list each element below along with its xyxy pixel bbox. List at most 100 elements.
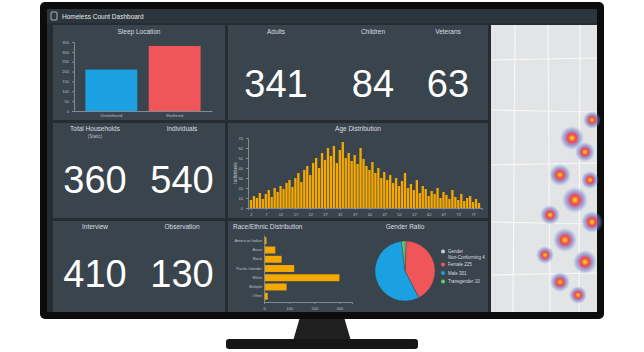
bar <box>303 170 305 208</box>
bar <box>264 247 275 254</box>
bar <box>351 161 353 208</box>
bar <box>380 178 382 208</box>
bar <box>264 284 287 291</box>
bar <box>276 192 278 208</box>
monitor-bezel <box>40 2 604 319</box>
legend-label: GenderNon-Conforming 4 <box>448 249 485 260</box>
tick-mark <box>355 208 356 210</box>
bar <box>374 173 376 208</box>
legend-label: Male 301 <box>448 271 467 276</box>
tick-label: Multiple <box>249 285 262 289</box>
bar <box>315 158 317 208</box>
tick-label: Sheltered <box>166 113 183 118</box>
bar <box>469 196 471 208</box>
bar <box>342 142 344 208</box>
slice <box>402 241 405 271</box>
indicator-label: Individuals <box>167 125 198 132</box>
tick-label: 7 <box>265 212 268 217</box>
bar <box>383 172 385 208</box>
tick-mark <box>310 208 311 210</box>
indicator-value: 540 <box>150 159 213 201</box>
tick-label: 27 <box>323 212 328 217</box>
bar <box>395 178 397 208</box>
tick: Other <box>253 294 265 298</box>
tick-mark <box>473 208 474 210</box>
header-icon <box>51 12 57 20</box>
bar <box>362 159 364 208</box>
tick: 100 <box>286 302 293 311</box>
bar <box>285 183 287 208</box>
axis-line <box>75 111 213 112</box>
legend: GenderNon-Conforming 4Female 225Male 301… <box>441 249 485 284</box>
heat-spot <box>581 171 599 189</box>
tick: 27 <box>323 208 328 217</box>
tick-label: 17 <box>294 212 299 217</box>
bar <box>327 148 329 208</box>
tick-label: 200 <box>311 306 318 311</box>
panel <box>228 123 488 218</box>
map-road <box>548 25 550 312</box>
tick-label: 50 <box>65 99 70 104</box>
bar <box>353 155 355 208</box>
tick: Asian <box>253 248 265 252</box>
bar <box>268 190 270 208</box>
tick: 17 <box>294 208 299 217</box>
indicator-note: (Static) <box>88 134 103 139</box>
tick: Unsheltered <box>101 111 123 118</box>
tick: 32 <box>338 208 343 217</box>
bar <box>428 196 430 208</box>
tick-label: 37 <box>353 212 358 217</box>
legend-label: Transgender 10 <box>448 279 480 284</box>
tick: Sheltered <box>166 111 183 118</box>
tick: 250 <box>62 59 74 64</box>
bar <box>262 199 264 208</box>
panel <box>228 25 488 120</box>
bar <box>386 180 388 208</box>
bar <box>377 168 379 208</box>
tick: 0 <box>241 206 248 211</box>
tick-label: 100 <box>62 89 69 94</box>
tick-label: 52 <box>397 212 402 217</box>
bars <box>250 142 480 208</box>
bar <box>259 193 261 208</box>
tick-label: 0 <box>241 206 244 211</box>
map-background <box>491 25 597 312</box>
tick-mark <box>72 52 74 53</box>
tick-mark <box>246 178 248 179</box>
bar <box>371 162 373 208</box>
bar <box>318 168 320 208</box>
tick-mark <box>72 42 74 43</box>
tick-label: 57 <box>412 212 417 217</box>
bar <box>306 166 308 208</box>
axis: 050100150200250300350 <box>62 40 74 114</box>
tick: 12 <box>279 208 284 217</box>
tick: 20 <box>239 186 248 191</box>
tick: 300 <box>62 50 74 55</box>
axis-title: Individuals <box>233 162 238 184</box>
tick-mark <box>314 302 315 304</box>
tick: 100 <box>62 89 74 94</box>
tick-mark <box>339 302 340 304</box>
tick-mark <box>289 302 290 304</box>
monitor-neck <box>293 317 351 341</box>
slice <box>375 241 419 301</box>
tick-label: 300 <box>62 50 69 55</box>
bar <box>430 191 432 208</box>
tick-mark <box>72 62 74 63</box>
bar <box>85 70 137 111</box>
heat-spot <box>550 272 570 292</box>
bars <box>85 46 200 111</box>
header-bar <box>47 9 597 23</box>
indicator-value: 130 <box>150 253 213 295</box>
tick-mark <box>399 208 400 210</box>
tick: 50 <box>65 99 74 104</box>
tick-mark <box>246 208 248 209</box>
panel <box>53 123 225 218</box>
indicator-value: 360 <box>63 159 126 201</box>
tick-label: 300 <box>337 306 344 311</box>
axis-line <box>246 139 249 209</box>
indicator-label: Total Households <box>70 125 121 132</box>
tick-label: 0 <box>67 109 70 114</box>
bar <box>454 197 456 208</box>
tick-mark <box>246 138 248 139</box>
